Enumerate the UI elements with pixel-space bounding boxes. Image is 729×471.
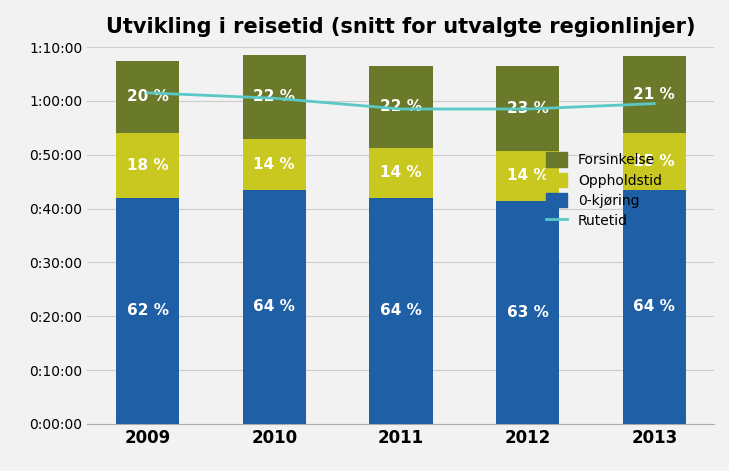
Text: 64 %: 64 % [380,303,422,318]
Text: 21 %: 21 % [634,87,675,102]
Bar [370,148,432,198]
Bar [116,133,179,198]
Bar [496,66,559,151]
Title: Utvikling i reisetid (snitt for utvalgte regionlinjer): Utvikling i reisetid (snitt for utvalgte… [106,17,695,37]
Text: 22 %: 22 % [380,99,422,114]
Line: Rutetid: Rutetid [148,93,654,109]
Text: 18 %: 18 % [127,158,168,173]
Rutetid [650,101,658,106]
Bar [496,151,559,201]
Text: 62 %: 62 % [127,303,168,318]
Rutetid [270,96,278,101]
Bar [370,198,432,424]
Rutetid [144,90,152,96]
Text: 20 %: 20 % [127,89,168,105]
Bar [116,61,179,133]
Text: 23 %: 23 % [507,101,548,116]
Text: 14 %: 14 % [507,168,548,183]
Text: 64 %: 64 % [254,300,295,314]
Bar [243,55,306,138]
Rutetid [397,106,405,112]
Text: 15 %: 15 % [634,154,675,169]
Bar [243,138,306,190]
Text: 14 %: 14 % [380,165,422,180]
Bar [116,198,179,424]
Text: 63 %: 63 % [507,305,548,320]
Bar [496,201,559,424]
Bar [623,133,686,190]
Text: 14 %: 14 % [254,157,295,171]
Bar [623,190,686,424]
Text: 22 %: 22 % [253,89,295,105]
Legend: Forsinkelse, Oppholdstid, 0-kjøring, Rutetid: Forsinkelse, Oppholdstid, 0-kjøring, Rut… [546,152,662,228]
Rutetid [523,106,532,112]
Bar [370,66,432,148]
Bar [243,190,306,424]
Text: 64 %: 64 % [634,300,675,314]
Bar [623,56,686,133]
